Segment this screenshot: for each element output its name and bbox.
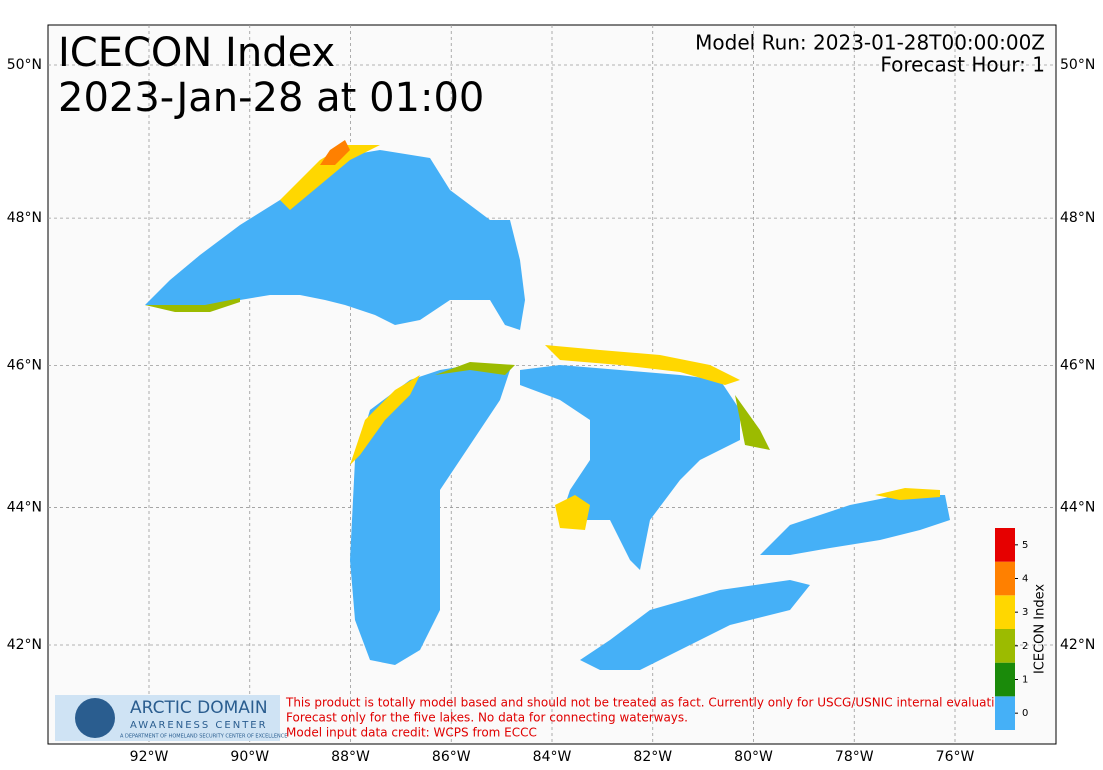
lake-erie xyxy=(580,580,810,670)
lat-label: 46°N xyxy=(7,357,42,373)
lon-label: 82°W xyxy=(633,749,672,765)
lake-ontario xyxy=(760,495,950,555)
shore-ice xyxy=(875,488,940,500)
colorbar-tick-label: 2 xyxy=(1022,641,1028,652)
shore-ice xyxy=(545,345,740,385)
shore-ice xyxy=(145,298,240,312)
colorbar-label: ICECON Index xyxy=(1033,584,1048,674)
colorbar-segment xyxy=(995,629,1015,663)
shore-ice xyxy=(735,395,770,450)
shore-ice xyxy=(555,495,590,530)
logo-tagline: A DEPARTMENT OF HOMELAND SECURITY CENTER… xyxy=(120,734,287,740)
lat-label: 42°N xyxy=(1060,637,1095,653)
logo-globe xyxy=(75,698,115,738)
colorbar-segment xyxy=(995,595,1015,629)
lake-superior xyxy=(145,150,525,330)
logo: ARCTIC DOMAIN AWARENESS CENTER A DEPARTM… xyxy=(55,695,287,741)
lat-label: 44°N xyxy=(1060,500,1095,516)
lat-label: 50°N xyxy=(1060,57,1095,73)
shore-ice xyxy=(280,145,380,210)
lon-label: 80°W xyxy=(734,749,773,765)
lon-label: 90°W xyxy=(230,749,269,765)
disclaimer-line: Forecast only for the five lakes. No dat… xyxy=(286,711,688,725)
lat-label: 48°N xyxy=(7,210,42,226)
map-title: ICECON Index xyxy=(58,30,335,76)
lake-michigan xyxy=(350,365,510,665)
colorbar-tick-label: 0 xyxy=(1022,708,1028,719)
lon-label: 92°W xyxy=(130,749,169,765)
lon-label: 86°W xyxy=(432,749,471,765)
colorbar-tick-label: 3 xyxy=(1022,607,1028,618)
colorbar-tick-label: 5 xyxy=(1022,540,1028,551)
model-run: Model Run: 2023-01-28T00:00:00Z xyxy=(695,31,1045,55)
disclaimer-line: Model input data credit: WCPS from ECCC xyxy=(286,726,537,740)
disclaimer-line: This product is totally model based and … xyxy=(285,696,1013,710)
shore-ice xyxy=(320,140,350,165)
lon-label: 76°W xyxy=(936,749,975,765)
forecast-hour: Forecast Hour: 1 xyxy=(880,53,1045,77)
colorbar-segment xyxy=(995,561,1015,596)
lat-label: 50°N xyxy=(7,57,42,73)
colorbar-tick-label: 4 xyxy=(1022,574,1028,585)
logo-subtitle: AWARENESS CENTER xyxy=(130,720,268,731)
lat-label: 44°N xyxy=(7,500,42,516)
colorbar-tick-label: 1 xyxy=(1022,675,1028,686)
colorbar: 0 1 2 3 4 5 xyxy=(995,528,1028,730)
valid-time: 2023-Jan-28 at 01:00 xyxy=(58,75,484,121)
lakes xyxy=(145,140,950,670)
colorbar-segment xyxy=(995,662,1015,697)
shore-ice xyxy=(350,375,420,465)
lon-label: 84°W xyxy=(533,749,572,765)
colorbar-segment xyxy=(995,696,1015,730)
logo-name: ARCTIC DOMAIN xyxy=(130,698,268,718)
lon-label: 88°W xyxy=(331,749,370,765)
lat-label: 48°N xyxy=(1060,210,1095,226)
shore-ice xyxy=(435,362,515,375)
lat-label: 42°N xyxy=(7,637,42,653)
lat-label: 46°N xyxy=(1060,357,1095,373)
colorbar-segment xyxy=(995,528,1015,562)
lon-label: 78°W xyxy=(835,749,874,765)
